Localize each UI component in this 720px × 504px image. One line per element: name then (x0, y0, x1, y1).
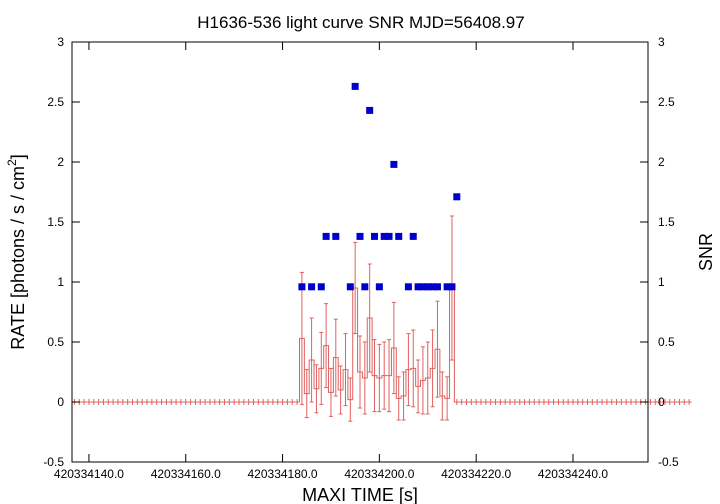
y2-tick-label-right-7: 3 (658, 35, 665, 49)
rate-bin-48 (304, 369, 309, 419)
rate-bin-67 (396, 376, 401, 421)
snr-point-9 (366, 106, 374, 114)
rate-bin-54 (333, 318, 338, 397)
y-tick-label-left-5: 2 (57, 155, 64, 169)
rate-bin-50 (314, 364, 319, 414)
snr-point-11 (375, 283, 383, 291)
rate-bin-60 (362, 341, 367, 415)
rate-bin-57 (348, 377, 353, 422)
x-axis-label: MAXI TIME [s] (302, 485, 418, 504)
rate-bin-62 (372, 339, 377, 413)
rate-bin-68 (401, 371, 406, 421)
y-tick-label-left-7: 3 (57, 35, 64, 49)
y2-tick-label-right-5: 2 (658, 155, 665, 169)
rate-bin-69 (406, 333, 411, 407)
snr-point-23 (443, 283, 451, 291)
x-tick-label-0: 420334140.0 (54, 467, 124, 481)
y-axis-label-sup: 2 (5, 159, 19, 166)
y2-tick-label-right-6: 2.5 (658, 95, 675, 109)
y2-tick-label-right-0: -0.5 (658, 455, 679, 469)
chart-title: H1636-536 light curve SNR MJD=56408.97 (197, 13, 524, 32)
rate-bin-52 (324, 303, 329, 389)
y-tick-label-left-3: 1 (57, 275, 64, 289)
rate-histogram-line (72, 287, 692, 403)
y2-tick-label-right-1: 0 (658, 395, 665, 409)
rate-bin-76 (440, 371, 445, 421)
rate-bin-73 (425, 341, 430, 415)
snr-point-14 (390, 160, 398, 168)
rate-bin-71 (416, 359, 421, 414)
snr-point-19 (419, 283, 427, 291)
rate-bin-75 (435, 300, 440, 398)
rate-bin-53 (328, 367, 333, 417)
snr-point-21 (429, 283, 437, 291)
rate-bin-64 (382, 341, 387, 410)
rate-bin-47 (299, 271, 304, 405)
y-axis-label: RATE [photons / s / cm2] (5, 154, 28, 349)
x-tick-label-1: 420334160.0 (151, 467, 221, 481)
y-axis-label-close: ] (8, 154, 28, 159)
rate-bin-51 (319, 331, 324, 405)
plot-frame (71, 41, 649, 463)
y2-tick-label-right-3: 1 (658, 275, 665, 289)
snr-point-12 (380, 232, 388, 240)
y-tick-label-left-0: -0.5 (43, 455, 64, 469)
y2-tick-label-right-4: 1.5 (658, 215, 675, 229)
snr-point-0 (298, 283, 306, 291)
snr-point-15 (395, 232, 403, 240)
y-tick-label-left-6: 2.5 (47, 95, 64, 109)
snr-point-25 (453, 193, 461, 201)
rate-bin-56 (343, 333, 348, 407)
snr-point-22 (433, 283, 441, 291)
rate-bin-63 (377, 343, 382, 413)
snr-point-18 (414, 283, 422, 291)
snr-point-24 (448, 283, 456, 291)
y2-tick-label-right-2: 0.5 (658, 335, 675, 349)
snr-point-17 (409, 232, 417, 240)
rate-bin-66 (391, 301, 396, 395)
y-axis-label-main: RATE [photons / s / cm (8, 166, 28, 350)
axis-ticks: 420334140.0 420334160.0 420334180.0 4203342… (43, 35, 679, 481)
rate-bin-72 (420, 346, 425, 415)
snr-point-2 (317, 283, 325, 291)
rate-bin-58 (353, 241, 358, 335)
snr-point-10 (371, 232, 379, 240)
snr-point-7 (356, 232, 364, 240)
snr-point-13 (385, 232, 393, 240)
y-tick-label-left-2: 0.5 (47, 335, 64, 349)
x-tick-label-3: 420334200.0 (344, 467, 414, 481)
rate-bin-65 (387, 339, 392, 413)
x-tick-label-2: 420334180.0 (248, 467, 318, 481)
snr-point-6 (351, 82, 359, 90)
snr-point-5 (346, 283, 354, 291)
rate-bin-49 (309, 317, 314, 403)
snr-series (298, 82, 461, 291)
rate-bin-77 (445, 376, 450, 421)
y2-axis-label: SNR (696, 233, 716, 271)
rate-bin-55 (338, 365, 343, 415)
y-tick-label-left-4: 1.5 (47, 215, 64, 229)
snr-point-1 (308, 283, 316, 291)
snr-point-8 (361, 283, 369, 291)
rate-bin-70 (411, 329, 416, 408)
snr-point-4 (332, 232, 340, 240)
x-tick-label-4: 420334220.0 (441, 467, 511, 481)
snr-point-20 (424, 283, 432, 291)
y-tick-label-left-1: 0 (57, 395, 64, 409)
rate-bin-61 (367, 263, 372, 373)
snr-point-3 (322, 232, 330, 240)
snr-point-16 (404, 283, 412, 291)
rate-bin-59 (358, 335, 362, 409)
rate-series (72, 215, 692, 422)
rate-bin-74 (430, 329, 435, 408)
x-tick-label-5: 420334240.0 (538, 467, 608, 481)
